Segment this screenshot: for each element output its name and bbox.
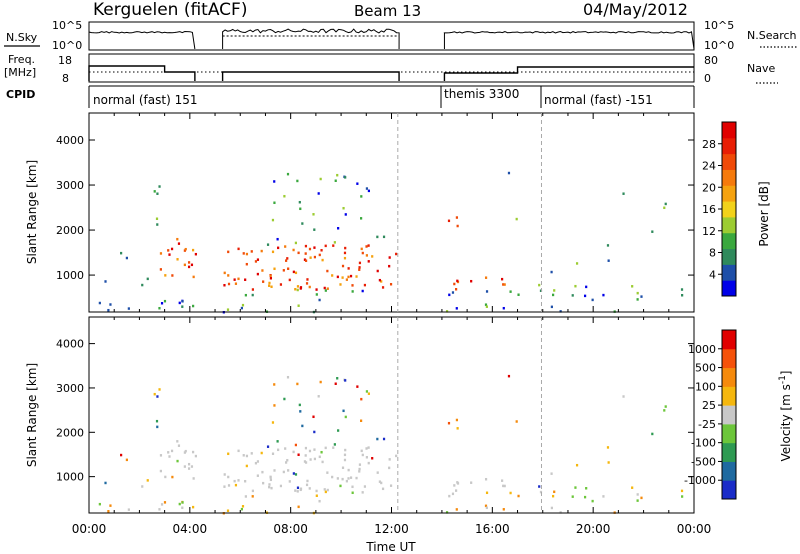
velocity-colorbar-tick-5: -100 (691, 437, 716, 450)
freq-trace (88, 65, 694, 81)
power-colorbar-swatch-0 (722, 280, 736, 297)
freq-tick-top: 18 (58, 54, 72, 67)
power-colorbar-tick-6: 4 (709, 268, 716, 281)
velocity-ytick-label-2: 2000 (56, 426, 84, 439)
power-colorbar-swatch-4 (722, 216, 736, 234)
velocity-colorbar-tick-7: -1000 (684, 474, 716, 487)
power-colorbar-swatch-1 (722, 264, 736, 281)
power-colorbar: Power [dB] 28 24 20 16 12 8 4 (702, 121, 771, 297)
power-colorbar-swatch-3 (722, 232, 736, 250)
xtick-label-5: 20:00 (576, 522, 611, 536)
xtick-label-2: 08:00 (273, 522, 308, 536)
cpid-segment-2: themis 3300 (444, 87, 519, 101)
nave-tick-bottom: 0 (704, 72, 711, 85)
velocity-colorbar-swatch-7 (722, 348, 736, 369)
velocity-colorbar-swatch-2 (722, 442, 736, 462)
power-colorbar-tick-1: 24 (702, 160, 716, 173)
velocity-colorbar-tick-0: 1000 (688, 343, 716, 356)
date-label: 04/May/2012 (583, 0, 688, 19)
cpid-segment-3: normal (fast) -151 (544, 93, 653, 107)
velocity-colorbar-swatch-8 (722, 330, 736, 350)
xtick-label-1: 04:00 (173, 522, 208, 536)
xtick-label-4: 16:00 (475, 522, 510, 536)
velocity-colorbar-tick-1: 500 (695, 362, 716, 375)
power-colorbar-swatch-10 (722, 122, 736, 139)
power-ytick-label-0: 4000 (56, 134, 84, 147)
cpid-label: CPID (6, 88, 35, 101)
velocity-ytick-label-0: 4000 (56, 338, 84, 351)
power-colorbar-tick-4: 12 (702, 225, 716, 238)
velocity-colorbar-swatch-0 (722, 480, 736, 500)
beam-label: Beam 13 (354, 2, 421, 20)
velocity-axes: 4000 3000 2000 1000 (56, 317, 695, 513)
xtick-label-0: 00:00 (72, 522, 107, 536)
cpid-segment-1: normal (fast) 151 (93, 93, 197, 107)
power-ytick-label-2: 2000 (56, 224, 84, 237)
power-colorbar-swatch-7 (722, 169, 736, 186)
nsky-trace (88, 28, 695, 50)
nave-label: Nave (747, 62, 775, 75)
nsky-label: N.Sky (6, 31, 38, 44)
power-axes: 4000 3000 2000 1000 (56, 113, 695, 312)
power-colorbar-swatch-9 (722, 137, 736, 155)
velocity-colorbar-tick-3: 25 (702, 399, 716, 412)
cpid-panel: CPID normal (fast) 151 themis 3300 norma… (6, 85, 695, 108)
power-colorbar-swatch-8 (722, 153, 736, 170)
nave-tick-top: 80 (704, 54, 718, 67)
time-axis-label: Time UT (365, 540, 416, 554)
power-ytick-label-1: 3000 (56, 179, 84, 192)
power-colorbar-tick-3: 16 (702, 203, 716, 216)
xtick-label-3: 12:00 (374, 522, 409, 536)
power-colorbar-tick-2: 20 (702, 181, 716, 194)
velocity-data-layer (98, 374, 684, 515)
power-colorbar-swatch-2 (722, 248, 736, 265)
velocity-ylabel: Slant Range [km] (25, 363, 39, 467)
nsearch-label: N.Search (747, 29, 797, 42)
freq-tick-bottom: 8 (62, 72, 69, 85)
power-ytick-label-3: 1000 (56, 269, 84, 282)
power-colorbar-label: Power [dB] (757, 181, 771, 246)
power-panel: 4000 3000 2000 1000 Slant Range [km] (25, 112, 695, 314)
nsearch-tick-top: 10^5 (704, 19, 734, 32)
xtick-label-6: 00:00 (677, 522, 712, 536)
nsearch-tick-bottom: 10^0 (704, 39, 734, 52)
freq-label: Freq. (8, 53, 35, 66)
power-ylabel: Slant Range [km] (25, 160, 39, 264)
nsky-tick-top: 10^5 (52, 19, 82, 32)
velocity-panel: 4000 3000 2000 1000 Slant Range [km] (25, 316, 695, 515)
nsky-panel: N.Sky 10^5 10^0 10^5 10^0 N.Search (4, 19, 798, 52)
velocity-colorbar-swatch-5 (722, 386, 736, 406)
freq-panel: Freq. [MHz] 18 8 80 0 Nave (4, 53, 778, 85)
velocity-colorbar-swatch-3 (722, 423, 736, 444)
velocity-ytick-label-1: 3000 (56, 382, 84, 395)
velocity-colorbar: Velocity [m s-1] 1000 500 100 25 -25 -100 -500… (684, 329, 793, 500)
velocity-colorbar-tick-4: -25 (698, 418, 716, 431)
power-colorbar-swatch-6 (722, 185, 736, 202)
velocity-colorbar-swatch-1 (722, 461, 736, 481)
time-axis: 00:00 04:00 08:00 12:00 16:00 20:00 00:00 (72, 522, 712, 536)
velocity-colorbar-swatch-4 (722, 405, 736, 425)
velocity-colorbar-swatch-6 (722, 367, 736, 387)
power-data-layer (98, 171, 684, 314)
velocity-colorbar-tick-2: 100 (695, 380, 716, 393)
velocity-colorbar-label: Velocity [m s-1] (778, 371, 793, 462)
velocity-ytick-label-3: 1000 (56, 471, 84, 484)
power-colorbar-swatch-5 (722, 201, 736, 218)
nsky-tick-bottom: 10^0 (52, 39, 82, 52)
freq-unit-label: [MHz] (4, 66, 36, 79)
power-colorbar-tick-0: 28 (702, 138, 716, 151)
velocity-colorbar-tick-6: -500 (691, 455, 716, 468)
power-colorbar-tick-5: 8 (709, 247, 716, 260)
station-title: Kerguelen (fitACF) (93, 0, 247, 20)
